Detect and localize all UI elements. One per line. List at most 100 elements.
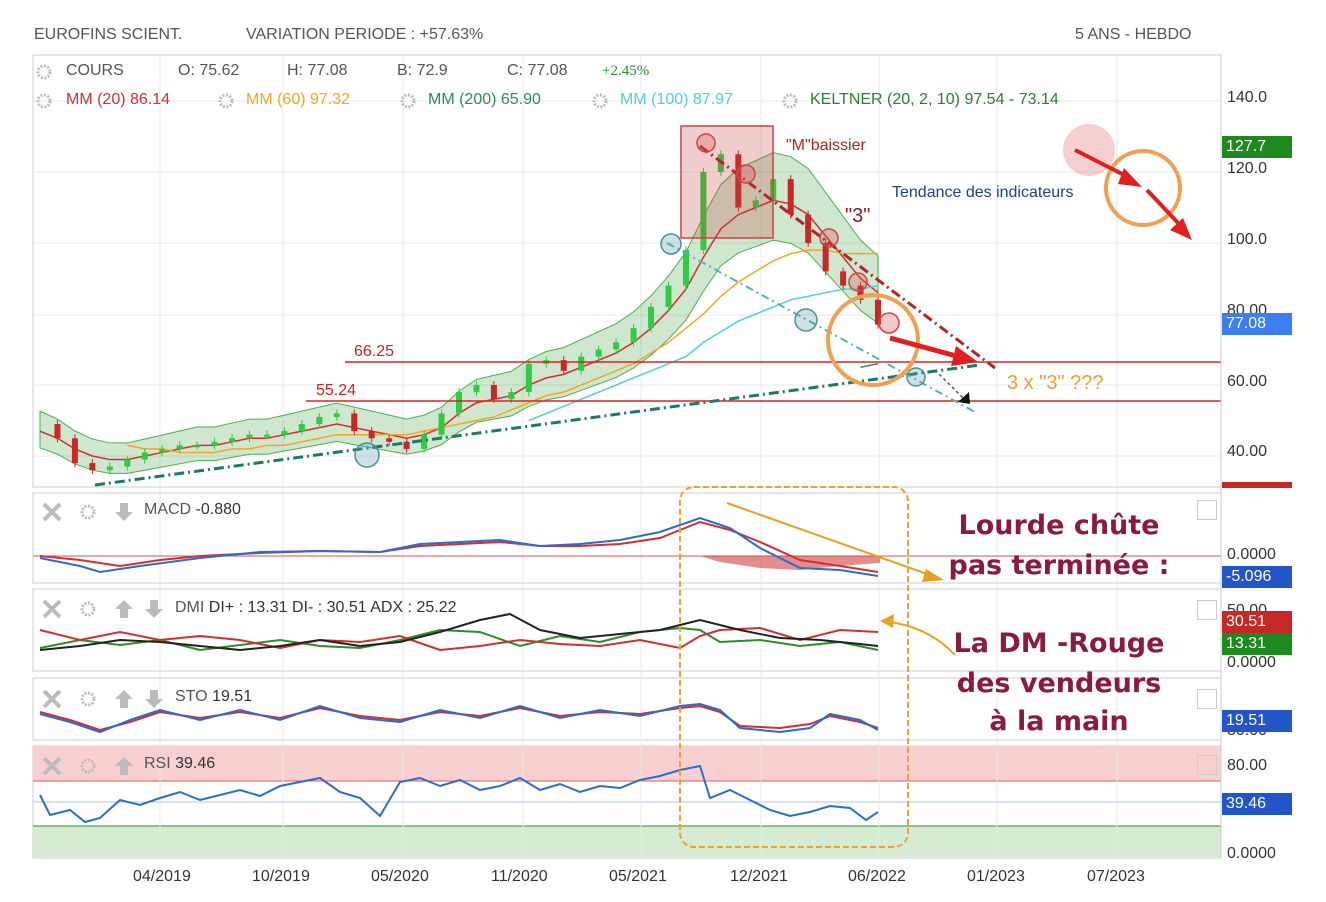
x-tick-8: 07/2023 [1087, 868, 1145, 885]
dmi-checkbox[interactable] [1197, 600, 1217, 620]
gear-icon [36, 64, 52, 80]
rsi-value: 39.46 [175, 755, 216, 772]
candle [386, 438, 393, 442]
target-dash [934, 369, 966, 401]
arrow-up-icon [115, 757, 133, 775]
dmi-value: DI+ : 13.31 DI- : 30.51 ADX : 25.22 [208, 599, 457, 616]
candle [54, 424, 61, 439]
arrow-down-icon [145, 690, 163, 708]
high-value: H: 77.08 [287, 62, 348, 79]
bottom-circles [354, 233, 926, 468]
target-arrowhead [958, 392, 970, 404]
legend-icons [36, 64, 798, 776]
badge-last: 77.08 [1222, 313, 1292, 335]
level-55-label: 55.24 [316, 382, 357, 399]
x-tick-2: 05/2020 [371, 868, 429, 885]
candle [351, 413, 358, 432]
mm60-label: MM (60) 97.32 [246, 91, 350, 109]
gear-icon [36, 93, 52, 109]
low-value: B: 72.9 [397, 62, 448, 79]
gear-icon [80, 691, 96, 707]
x-tick-0: 04/2019 [133, 868, 191, 885]
variation-periode: VARIATION PERIODE : +57.63% [246, 26, 484, 43]
mm100-label: MM (100) 87.97 [620, 91, 733, 109]
candle [403, 441, 410, 449]
mm20-name: MM (20) [66, 91, 126, 108]
close-icon [42, 756, 62, 776]
lourde-arrowhead [922, 569, 944, 582]
sto-checkbox[interactable] [1197, 689, 1217, 709]
indicator-focus-box [679, 486, 909, 848]
candle [665, 285, 672, 307]
mm200-label: MM (200) 65.90 [428, 91, 541, 109]
tendance-label: Tendance des indicateurs [892, 184, 1074, 201]
candle [159, 448, 166, 453]
candle [229, 438, 236, 442]
long-support-trendline [94, 363, 981, 487]
lourde-arrow [726, 502, 931, 576]
close-icon [42, 689, 62, 709]
level-66-label: 66.25 [354, 343, 395, 360]
dm-arrowhead [880, 614, 894, 628]
sto-value: 19.51 [212, 688, 253, 705]
candle [71, 438, 78, 464]
gear-icon [80, 504, 96, 520]
dm-arrow [889, 621, 956, 656]
candle [508, 392, 515, 400]
dm-line1: La DM -Rouge [953, 628, 1165, 659]
trend-arrowhead-2 [1170, 218, 1192, 240]
rsi-name: RSI [144, 755, 171, 772]
candle [595, 349, 602, 357]
rsi-checkbox[interactable] [1197, 755, 1217, 775]
open-value: O: 75.62 [178, 62, 240, 79]
badge-rsi: 39.46 [1222, 793, 1292, 815]
cours-label: COURS [66, 62, 124, 79]
m-pattern-box [680, 125, 774, 239]
macd-label: MACD -0.880 [144, 501, 241, 519]
trend-arrow-1 [1074, 148, 1129, 179]
dm-line3: à la main [989, 706, 1129, 737]
mm100-name: MM (100) [620, 91, 689, 108]
main-frame [32, 54, 1222, 488]
candle [613, 342, 620, 350]
candle [857, 285, 864, 300]
three-x-label: 3 x "3" ??? [1007, 372, 1104, 394]
candle [316, 416, 323, 425]
candle [787, 179, 794, 215]
rsi-overbought-zone [33, 746, 1221, 781]
candle [281, 431, 288, 435]
candle [368, 431, 375, 439]
candle [805, 214, 812, 243]
rsi-line [39, 764, 879, 824]
candle [700, 172, 707, 251]
gear-icon [218, 93, 234, 109]
candle [438, 413, 445, 435]
tick-dmi-0: 0.0000 [1227, 654, 1276, 671]
close-value: C: 77.08 [507, 62, 568, 79]
stock-name: EUROFINS SCIENT. [34, 26, 183, 43]
badge-sto: 19.51 [1222, 710, 1292, 732]
candle [106, 466, 113, 471]
dm-line2: des vendeurs [956, 668, 1162, 699]
keltner-name: KELTNER (20, 2, 10) [810, 91, 960, 108]
candle [752, 200, 759, 208]
candle [648, 306, 655, 329]
candle [456, 392, 462, 414]
candle [822, 243, 829, 272]
trend-arrowhead-1 [1118, 168, 1142, 187]
tick-140: 140.0 [1227, 89, 1268, 106]
macd-checkbox[interactable] [1197, 500, 1217, 520]
close-icon [42, 502, 62, 522]
badge-macd: -5.096 [1222, 566, 1292, 588]
arrow-down-icon [115, 503, 133, 521]
change-value: +2.45% [602, 63, 650, 79]
mm200-value: 65.90 [500, 91, 541, 108]
tick-macd-0: 0.0000 [1227, 546, 1276, 563]
lourde-line2: pas terminée : [948, 550, 1170, 581]
sto-label: STO 19.51 [175, 688, 252, 706]
rsi-label: RSI 39.46 [144, 755, 215, 773]
gear-icon [782, 93, 798, 109]
candle [246, 434, 253, 439]
